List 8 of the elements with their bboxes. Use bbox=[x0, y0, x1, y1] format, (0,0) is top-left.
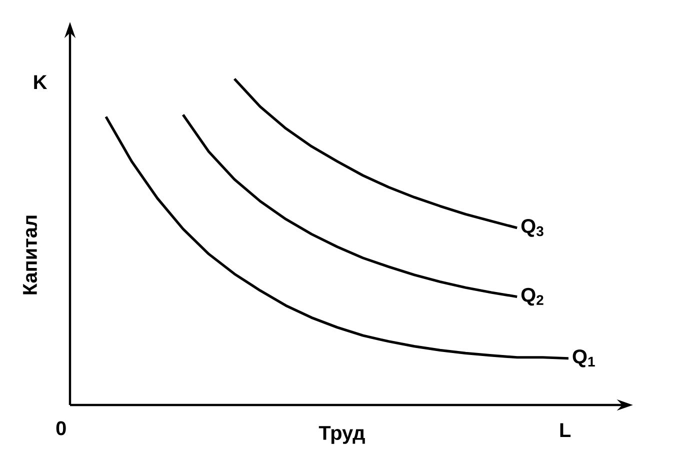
text: K bbox=[34, 75, 48, 89]
series-label: Q$_{1}$ bbox=[572, 349, 595, 368]
text: 0 bbox=[56, 421, 66, 436]
y-axis-title: Капитал bbox=[23, 216, 37, 294]
series-label: Q$_{3}$ bbox=[521, 219, 544, 237]
series-label: Q$_{2}$ bbox=[521, 288, 544, 306]
text: L bbox=[560, 423, 571, 437]
x-axis-title: Труд bbox=[318, 426, 365, 444]
